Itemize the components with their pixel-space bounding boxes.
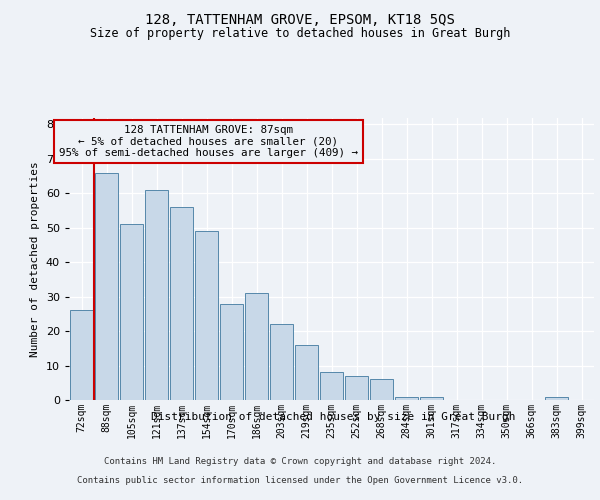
Text: Distribution of detached houses by size in Great Burgh: Distribution of detached houses by size … <box>151 412 515 422</box>
Bar <box>95 172 118 400</box>
Bar <box>120 224 143 400</box>
Bar <box>420 396 443 400</box>
Y-axis label: Number of detached properties: Number of detached properties <box>30 161 40 356</box>
Bar <box>195 231 218 400</box>
Text: 128 TATTENHAM GROVE: 87sqm
← 5% of detached houses are smaller (20)
95% of semi-: 128 TATTENHAM GROVE: 87sqm ← 5% of detac… <box>59 124 358 158</box>
Bar <box>170 207 193 400</box>
Bar <box>270 324 293 400</box>
Bar <box>320 372 343 400</box>
Text: Contains HM Land Registry data © Crown copyright and database right 2024.: Contains HM Land Registry data © Crown c… <box>104 458 496 466</box>
Bar <box>295 345 318 400</box>
Bar <box>395 396 418 400</box>
Text: Size of property relative to detached houses in Great Burgh: Size of property relative to detached ho… <box>90 28 510 40</box>
Bar <box>145 190 168 400</box>
Text: 128, TATTENHAM GROVE, EPSOM, KT18 5QS: 128, TATTENHAM GROVE, EPSOM, KT18 5QS <box>145 12 455 26</box>
Text: Contains public sector information licensed under the Open Government Licence v3: Contains public sector information licen… <box>77 476 523 485</box>
Bar <box>220 304 243 400</box>
Bar <box>545 396 568 400</box>
Bar <box>245 293 268 400</box>
Bar <box>70 310 93 400</box>
Bar <box>345 376 368 400</box>
Bar <box>370 380 393 400</box>
